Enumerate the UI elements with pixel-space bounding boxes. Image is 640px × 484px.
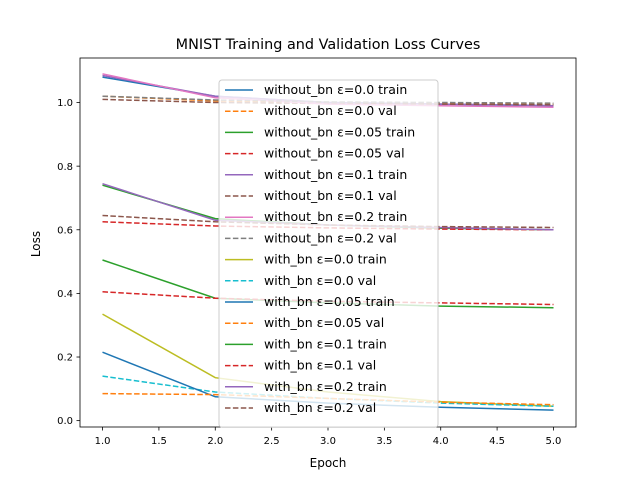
legend-label-8: with_bn ε=0.0 train — [264, 252, 387, 267]
legend-label-6: without_bn ε=0.2 train — [264, 209, 407, 224]
x-tick-label: 2.0 — [207, 436, 223, 447]
y-axis-label: Loss — [29, 231, 43, 257]
y-tick-label: 0.0 — [57, 416, 73, 427]
legend-label-2: without_bn ε=0.05 train — [264, 124, 415, 139]
y-tick-label: 0.6 — [57, 225, 73, 236]
legend-label-7: without_bn ε=0.2 val — [264, 230, 397, 245]
x-tick-label: 1.0 — [95, 436, 111, 447]
legend-label-12: with_bn ε=0.1 train — [264, 336, 387, 351]
legend-label-14: with_bn ε=0.2 train — [264, 379, 387, 394]
legend-label-3: without_bn ε=0.05 val — [264, 146, 405, 161]
legend-label-4: without_bn ε=0.1 train — [264, 167, 407, 182]
y-tick-label: 1.0 — [57, 98, 73, 109]
legend-label-10: with_bn ε=0.05 train — [264, 294, 395, 309]
legend-label-13: with_bn ε=0.1 val — [264, 358, 376, 373]
legend-label-11: with_bn ε=0.05 val — [264, 315, 384, 330]
legend: without_bn ε=0.0 train without_bn ε=0.0 v… — [218, 79, 439, 428]
series-line-9 — [102, 375, 554, 408]
x-tick-label: 1.5 — [151, 436, 167, 447]
x-axis-label: Epoch — [310, 456, 347, 470]
x-tick-label: 3.0 — [320, 436, 336, 447]
y-tick-label: 0.8 — [57, 162, 73, 173]
y-ticks: 0.0 0.2 0.4 0.6 0.8 1.0 — [57, 98, 80, 427]
x-tick-label: 2.5 — [264, 436, 280, 447]
x-ticks: 1.0 1.5 2.0 2.5 3.0 3.5 4.0 4.5 5.0 — [95, 427, 562, 447]
y-tick-label: 0.4 — [57, 289, 73, 300]
legend-label-1: without_bn ε=0.0 val — [264, 103, 397, 118]
y-tick-label: 0.2 — [57, 353, 73, 364]
x-tick-label: 4.5 — [489, 436, 505, 447]
legend-label-9: with_bn ε=0.0 val — [264, 273, 376, 288]
legend-label-15: with_bn ε=0.2 val — [264, 400, 376, 415]
chart-title: MNIST Training and Validation Loss Curve… — [176, 37, 481, 53]
x-tick-label: 5.0 — [546, 436, 562, 447]
legend-box — [218, 79, 439, 428]
x-tick-label: 3.5 — [376, 436, 392, 447]
legend-label-0: without_bn ε=0.0 train — [264, 82, 407, 97]
x-tick-label: 4.0 — [433, 436, 449, 447]
legend-label-5: without_bn ε=0.1 val — [264, 188, 397, 203]
